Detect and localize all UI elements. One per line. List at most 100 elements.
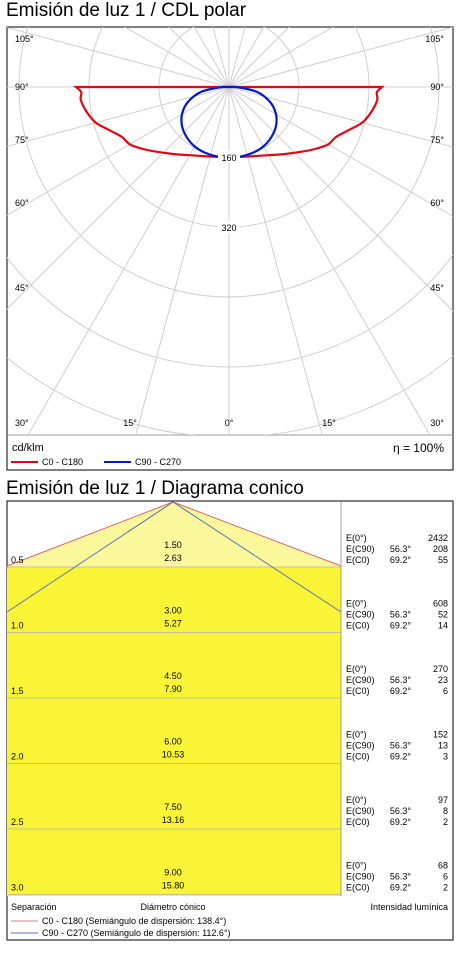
row-separation: 1.5 [11,686,24,696]
intensity-ec90-angle: 56.3° [390,741,412,751]
polar-spoke [228,27,453,88]
row-separation: 2.5 [11,817,24,827]
intensity-e0-value: 97 [438,795,448,805]
intensity-ec90-label: E(C90) [346,741,375,751]
polar-frame [6,26,454,471]
polar-spoke [228,86,431,435]
intensity-ec0-label: E(C0) [346,752,370,762]
intensity-ec90-value: 52 [438,610,448,620]
cone-fill-top [7,502,341,567]
cone-diagram-title: Emisión de luz 1 / Diagrama conico [6,478,304,499]
angle-label: 0° [225,418,234,428]
polar-spoke [7,86,230,148]
angle-label: 45° [430,283,444,293]
cone-legend-label-c90: C90 - C270 (Semiángulo de dispersión: 11… [42,928,231,938]
row-separation: 2.0 [11,752,24,762]
row-diameter-c0: 3.00 [164,606,182,616]
intensity-ec90-label: E(C90) [346,544,375,554]
polar-spoke [7,27,230,88]
cone-fill-main [7,567,341,896]
cone-content: 0.5 1.50 2.63 E(0°) 2432 E(C90) 56.3° 208 E(C0) 6… [6,500,454,941]
intensity-e0-label: E(0°) [346,533,367,543]
radial-tick-label: 320 [221,223,236,233]
radial-tick-bg [218,221,240,233]
angle-label: 75° [15,135,29,145]
angle-label: 90° [15,82,29,92]
row-diameter-c90: 2.63 [164,553,182,563]
row-diameter-c90: 13.16 [162,815,185,825]
angle-label: 60° [15,198,29,208]
intensity-e0-label: E(0°) [346,599,367,609]
row-diameter-c0: 6.00 [164,737,182,747]
intensity-e0-value: 270 [433,664,448,674]
intensity-ec0-angle: 69.2° [390,686,412,696]
row-diameter-c90: 10.53 [162,750,185,760]
intensity-ec0-value: 6 [443,686,448,696]
legend-label-c90: C90 - C270 [135,457,181,467]
intensity-ec90-angle: 56.3° [390,806,412,816]
polar-efficiency: η = 100% [393,441,444,455]
intensity-ec0-label: E(C0) [346,817,370,827]
angle-label: 30° [430,418,444,428]
intensity-e0-value: 68 [438,861,448,871]
row-separation: 3.0 [11,883,24,893]
row-diameter-c90: 5.27 [164,619,182,629]
intensity-ec0-angle: 69.2° [390,752,412,762]
polar-spoke [228,86,453,312]
angle-label: 45° [15,283,29,293]
polar-spoke [7,86,230,216]
polar-spoke [228,86,453,217]
intensity-ec0-angle: 69.2° [390,621,412,631]
intensity-ec0-value: 2 [443,817,448,827]
angle-label: 30° [15,418,29,428]
polar-unit-label: cd/klm [12,442,44,454]
intensity-ec90-label: E(C90) [346,610,375,620]
intensity-e0-label: E(0°) [346,730,367,740]
legend-label-c0: C0 - C180 [42,457,83,467]
intensity-ec90-label: E(C90) [346,806,375,816]
intensity-ec0-value: 55 [438,555,448,565]
radial-tick-bg [218,151,240,163]
angle-label: 90° [430,82,444,92]
intensity-ec0-label: E(C0) [346,686,370,696]
intensity-ec90-label: E(C90) [346,872,375,882]
footer-intensity-label: Intensidad lumínica [370,902,448,912]
intensity-ec90-label: E(C90) [346,675,375,685]
intensity-ec0-value: 3 [443,752,448,762]
row-diameter-c0: 9.00 [164,868,182,878]
intensity-ec0-angle: 69.2° [390,883,412,893]
intensity-ec90-value: 13 [438,741,448,751]
intensity-ec90-value: 208 [433,544,448,554]
intensity-ec0-label: E(C0) [346,883,370,893]
footer-separation-label: Separación [11,902,57,912]
angle-label: 15° [123,418,137,428]
cone-line-c0-left [6,501,174,567]
polar-spoke [135,86,230,435]
angle-label: 60° [430,198,444,208]
row-separation: 1.0 [11,621,24,631]
cone-line-c0-right [172,501,342,567]
angle-label: 15° [322,418,336,428]
intensity-e0-value: 608 [433,599,448,609]
cone-line-c90-right [172,501,342,613]
angle-label: 75° [430,135,444,145]
row-diameter-c0: 7.50 [164,802,182,812]
intensity-e0-label: E(0°) [346,664,367,674]
row-diameter-c0: 4.50 [164,671,182,681]
intensity-ec0-value: 2 [443,883,448,893]
row-diameter-c90: 7.90 [164,684,182,694]
intensity-ec90-angle: 56.3° [390,675,412,685]
polar-chart: 160 320 105° 105° 90° 90° 75° 75° 60° 60° 45° 45° 30… [6,26,454,471]
intensity-ec0-label: E(C0) [346,621,370,631]
intensity-ec90-value: 6 [443,872,448,882]
intensity-ec90-value: 8 [443,806,448,816]
intensity-e0-value: 2432 [428,533,448,543]
intensity-e0-value: 152 [433,730,448,740]
polar-chart-title: Emisión de luz 1 / CDL polar [6,0,247,21]
intensity-ec90-value: 23 [438,675,448,685]
polar-labels: 160 320 105° 105° 90° 90° 75° 75° 60° 60° 45° 45° 30… [15,34,444,428]
polar-spoke [27,86,230,435]
radial-tick-label: 160 [221,153,236,163]
intensity-ec0-label: E(C0) [346,555,370,565]
